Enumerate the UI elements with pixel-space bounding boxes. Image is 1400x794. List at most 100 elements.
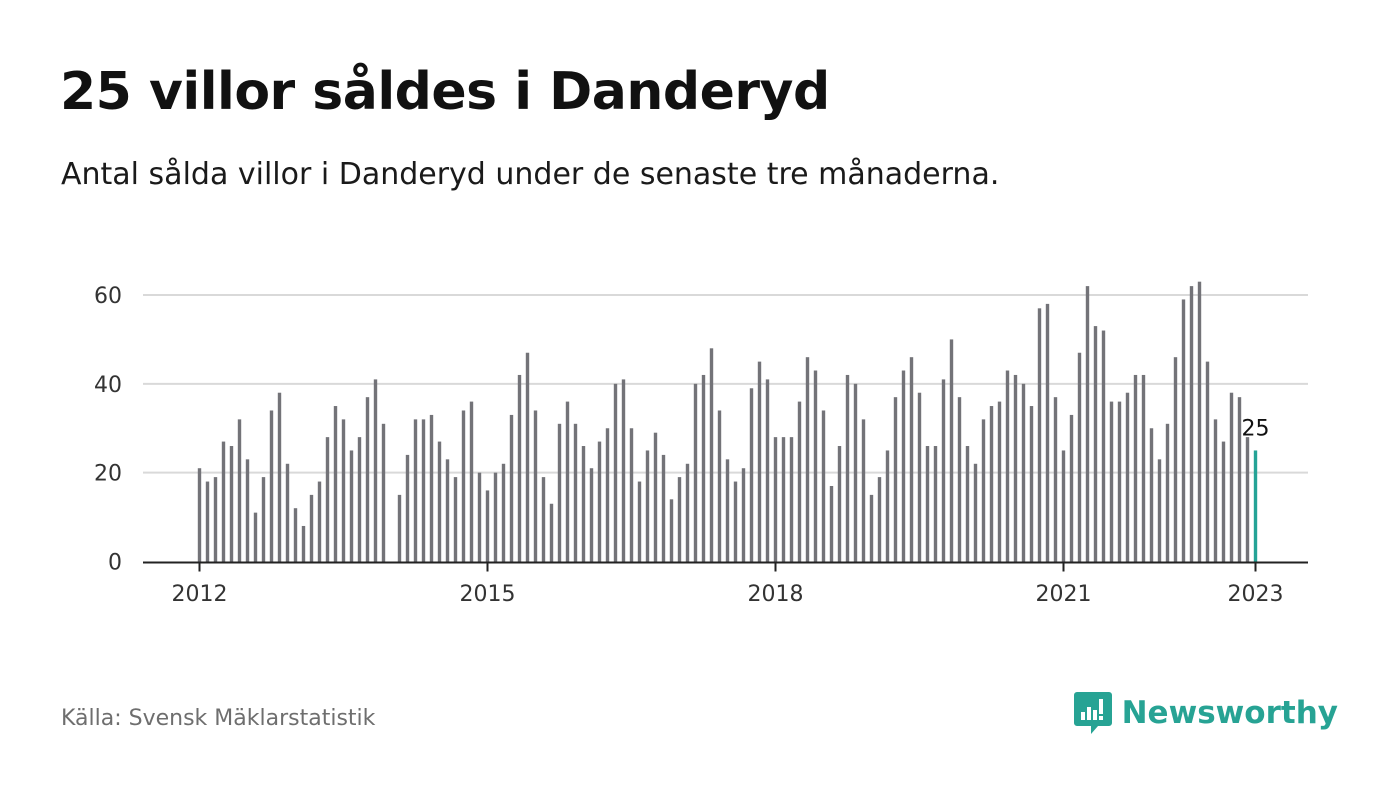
bar [877, 477, 882, 562]
bar [405, 454, 410, 562]
bar [861, 419, 866, 562]
bar [285, 463, 290, 562]
bar [909, 357, 914, 562]
bar [997, 401, 1002, 562]
bar [309, 494, 314, 562]
bar [469, 401, 474, 562]
bar [693, 383, 698, 562]
bar [749, 388, 754, 562]
bar [973, 463, 978, 562]
source-note: Källa: Svensk Mäklarstatistik [61, 706, 376, 731]
bar [397, 494, 402, 562]
highlight-value-label: 25 [1242, 416, 1270, 441]
bar [709, 348, 714, 562]
newsworthy-logo: Newsworthy [1073, 690, 1338, 736]
bar [789, 437, 794, 562]
bar [645, 450, 650, 562]
bar [349, 450, 354, 562]
bar [605, 428, 610, 562]
newsworthy-logo-icon [1073, 692, 1112, 734]
bar [373, 379, 378, 562]
bar [357, 437, 362, 562]
bar [485, 490, 490, 562]
bar [1181, 299, 1186, 562]
bar [525, 352, 530, 562]
bar [1109, 401, 1114, 562]
bar [621, 379, 626, 562]
brand-name: Newsworthy [1121, 695, 1338, 731]
bar [885, 450, 890, 562]
bar [1085, 286, 1090, 562]
bar [829, 485, 834, 562]
bar [477, 472, 482, 562]
bar [421, 419, 426, 562]
bar [949, 339, 954, 562]
bar [501, 463, 506, 562]
bar [653, 432, 658, 562]
bar [197, 468, 202, 562]
bar [757, 361, 762, 562]
bar [669, 499, 674, 562]
bar [317, 481, 322, 562]
bar [229, 446, 234, 562]
bar [261, 477, 266, 562]
bar [893, 397, 898, 562]
bar [453, 477, 458, 562]
bar [629, 428, 634, 562]
bar [637, 481, 642, 562]
bar [1053, 397, 1058, 562]
bar [1125, 392, 1130, 562]
bar [853, 383, 858, 562]
bar [661, 454, 666, 562]
bar [725, 459, 730, 562]
bar [221, 441, 226, 562]
x-tick-label: 2021 [1036, 582, 1092, 607]
bar [245, 459, 250, 562]
bar [813, 370, 818, 562]
bar [1093, 326, 1098, 562]
bar [685, 463, 690, 562]
bar [597, 441, 602, 562]
bar [381, 423, 386, 562]
bar [253, 512, 258, 562]
bar [1037, 308, 1042, 562]
chart-subtitle: Antal sålda villor i Danderyd under de s… [61, 157, 1000, 192]
bar [845, 374, 850, 562]
bar [773, 437, 778, 562]
bar [461, 410, 466, 562]
bar [701, 374, 706, 562]
bar [989, 406, 994, 562]
x-tick-label: 2012 [172, 582, 228, 607]
bar [901, 370, 906, 562]
y-tick-label: 60 [94, 284, 122, 309]
bar [1029, 406, 1034, 562]
bar [301, 525, 306, 562]
highlight-bar [1253, 450, 1258, 562]
bar [1061, 450, 1066, 562]
bar [493, 472, 498, 562]
bar [1005, 370, 1010, 562]
bar [549, 503, 554, 562]
bar [1157, 459, 1162, 562]
bar [677, 477, 682, 562]
bar [957, 397, 962, 562]
bar [1221, 441, 1226, 562]
bar [1101, 330, 1106, 562]
bar [1077, 352, 1082, 562]
bar [1045, 303, 1050, 562]
bar [205, 481, 210, 562]
bar [1237, 397, 1242, 562]
bar [1197, 281, 1202, 562]
bar [925, 446, 930, 562]
bar [541, 477, 546, 562]
bar [1149, 428, 1154, 562]
bar [837, 446, 842, 562]
bar [805, 357, 810, 562]
y-tick-label: 20 [94, 462, 122, 487]
bar [445, 459, 450, 562]
bar [573, 423, 578, 562]
bar [1021, 383, 1026, 562]
x-tick-label: 2023 [1228, 582, 1284, 607]
bar [981, 419, 986, 562]
bar [1165, 423, 1170, 562]
